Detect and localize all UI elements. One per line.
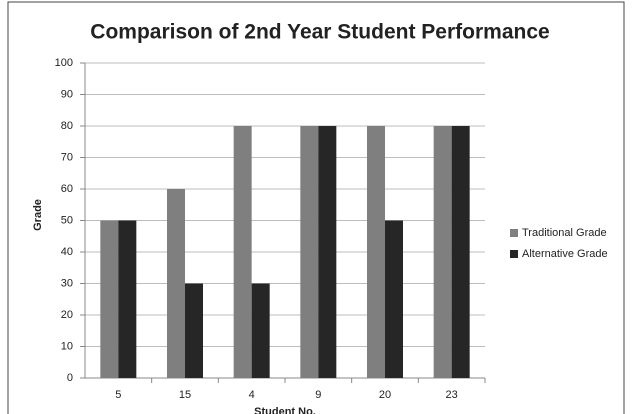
- y-tick-label: 90: [61, 88, 73, 100]
- x-tick-label: 5: [115, 389, 121, 401]
- bar: [100, 220, 119, 378]
- bar: [233, 126, 252, 378]
- bar: [451, 126, 470, 378]
- bar: [185, 283, 203, 378]
- y-tick-label: 40: [61, 246, 73, 258]
- bar: [385, 220, 403, 378]
- y-tick-label: 20: [61, 309, 73, 321]
- y-tick-label: 60: [61, 183, 73, 195]
- y-tick-label: 10: [61, 340, 73, 352]
- x-tick-label: 9: [315, 389, 321, 401]
- chart-title: Comparison of 2nd Year Student Performan…: [90, 21, 549, 44]
- bar: [118, 220, 137, 378]
- bar: [167, 189, 185, 378]
- bar: [300, 126, 319, 378]
- bar: [251, 283, 270, 378]
- y-tick-label: 30: [61, 277, 73, 289]
- legend-label: Traditional Grade: [522, 227, 607, 239]
- y-tick-label: 50: [61, 214, 73, 226]
- x-axis-label: Student No.: [254, 406, 316, 414]
- legend-swatch: [510, 250, 518, 258]
- x-tick-label: 23: [446, 389, 458, 401]
- bar: [318, 126, 337, 378]
- y-tick-label: 80: [61, 120, 73, 132]
- x-tick-label: 20: [379, 389, 391, 401]
- legend-label: Alternative Grade: [522, 248, 608, 260]
- y-tick-label: 0: [67, 372, 73, 384]
- y-axis-label: Grade: [32, 199, 44, 231]
- x-tick-label: 15: [179, 389, 191, 401]
- bar: [367, 126, 385, 378]
- x-tick-label: 4: [249, 389, 255, 401]
- y-tick-label: 70: [61, 151, 73, 163]
- y-tick-label: 100: [55, 57, 73, 69]
- legend-swatch: [510, 229, 518, 237]
- bar: [433, 126, 452, 378]
